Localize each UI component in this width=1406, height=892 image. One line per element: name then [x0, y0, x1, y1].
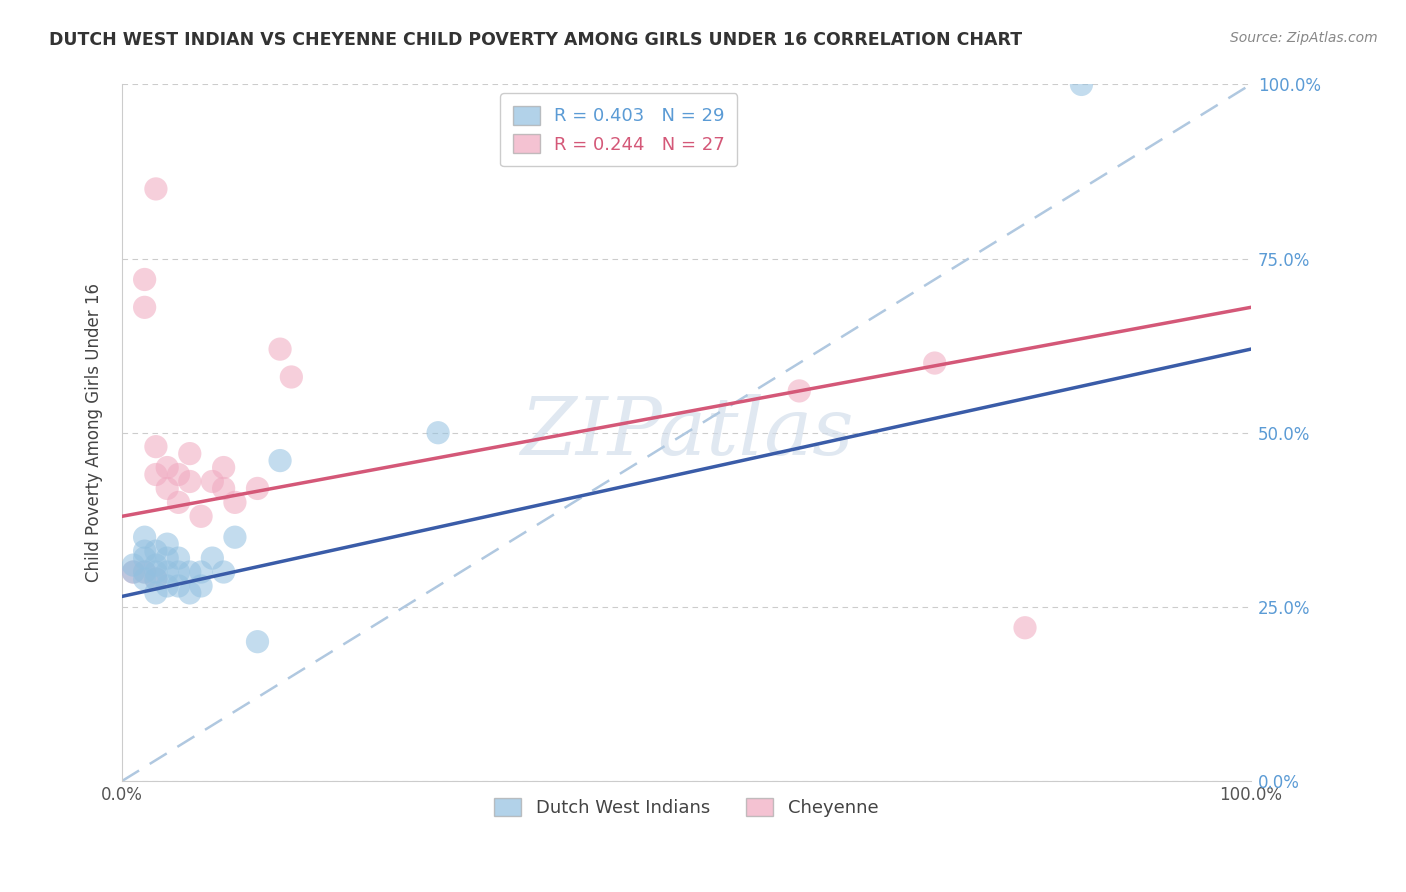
- Point: [179, 586, 201, 600]
- Point: [134, 551, 156, 566]
- Text: DUTCH WEST INDIAN VS CHEYENNE CHILD POVERTY AMONG GIRLS UNDER 16 CORRELATION CHA: DUTCH WEST INDIAN VS CHEYENNE CHILD POVE…: [49, 31, 1022, 49]
- Point: [134, 565, 156, 579]
- Point: [212, 565, 235, 579]
- Point: [167, 467, 190, 482]
- Point: [145, 467, 167, 482]
- Point: [156, 482, 179, 496]
- Point: [156, 551, 179, 566]
- Point: [122, 558, 145, 572]
- Point: [280, 370, 302, 384]
- Point: [134, 272, 156, 286]
- Point: [167, 495, 190, 509]
- Point: [427, 425, 450, 440]
- Point: [145, 572, 167, 586]
- Text: Source: ZipAtlas.com: Source: ZipAtlas.com: [1230, 31, 1378, 45]
- Point: [212, 482, 235, 496]
- Point: [224, 530, 246, 544]
- Text: ZIPatlas: ZIPatlas: [520, 394, 853, 472]
- Point: [1070, 78, 1092, 92]
- Point: [201, 475, 224, 489]
- Point: [246, 482, 269, 496]
- Legend: Dutch West Indians, Cheyenne: Dutch West Indians, Cheyenne: [486, 790, 886, 824]
- Point: [134, 530, 156, 544]
- Point: [224, 495, 246, 509]
- Point: [190, 509, 212, 524]
- Point: [134, 544, 156, 558]
- Point: [212, 460, 235, 475]
- Point: [1014, 621, 1036, 635]
- Point: [145, 572, 167, 586]
- Point: [924, 356, 946, 370]
- Point: [145, 440, 167, 454]
- Point: [145, 558, 167, 572]
- Point: [145, 544, 167, 558]
- Point: [156, 537, 179, 551]
- Point: [145, 586, 167, 600]
- Point: [246, 634, 269, 648]
- Point: [269, 453, 291, 467]
- Point: [179, 565, 201, 579]
- Point: [122, 565, 145, 579]
- Point: [201, 551, 224, 566]
- Point: [156, 565, 179, 579]
- Point: [156, 579, 179, 593]
- Point: [269, 342, 291, 356]
- Point: [167, 565, 190, 579]
- Point: [179, 475, 201, 489]
- Point: [145, 565, 167, 579]
- Point: [134, 301, 156, 315]
- Point: [156, 460, 179, 475]
- Point: [122, 565, 145, 579]
- Point: [167, 579, 190, 593]
- Point: [134, 572, 156, 586]
- Point: [145, 182, 167, 196]
- Point: [134, 565, 156, 579]
- Point: [179, 447, 201, 461]
- Y-axis label: Child Poverty Among Girls Under 16: Child Poverty Among Girls Under 16: [86, 284, 103, 582]
- Point: [190, 565, 212, 579]
- Point: [190, 579, 212, 593]
- Point: [167, 551, 190, 566]
- Point: [787, 384, 810, 398]
